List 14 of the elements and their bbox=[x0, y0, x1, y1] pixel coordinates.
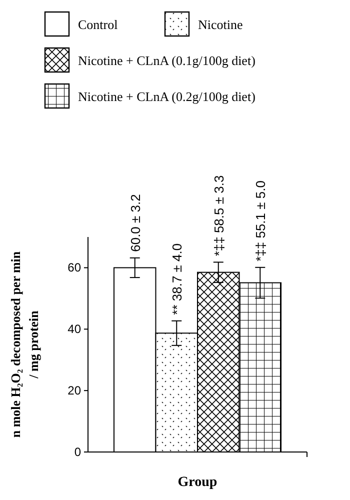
y-tick-label: 40 bbox=[68, 322, 82, 336]
data-label: ** 38.7 ± 4.0 bbox=[170, 243, 185, 315]
y-tick-label: 20 bbox=[68, 384, 82, 398]
data-label: *‡‡ 55.1 ± 5.0 bbox=[253, 180, 268, 262]
legend-label: Nicotine + CLnA (0.2g/100g diet) bbox=[78, 89, 256, 104]
legend-label: Nicotine + CLnA (0.1g/100g diet) bbox=[78, 53, 256, 68]
y-axis-title: n mole H₂O₂ decomposed per min / mg protein bbox=[8, 250, 41, 438]
data-label: *‡‡ 58.5 ± 3.3 bbox=[211, 175, 226, 256]
data-label: 60.0 ± 3.2 bbox=[128, 194, 143, 252]
x-axis-title: Group bbox=[178, 475, 218, 490]
y-tick-label: 60 bbox=[68, 260, 82, 275]
legend-label: Nicotine bbox=[198, 17, 243, 32]
legend-label: Control bbox=[78, 17, 118, 32]
y-tick-label: 0 bbox=[74, 445, 82, 459]
